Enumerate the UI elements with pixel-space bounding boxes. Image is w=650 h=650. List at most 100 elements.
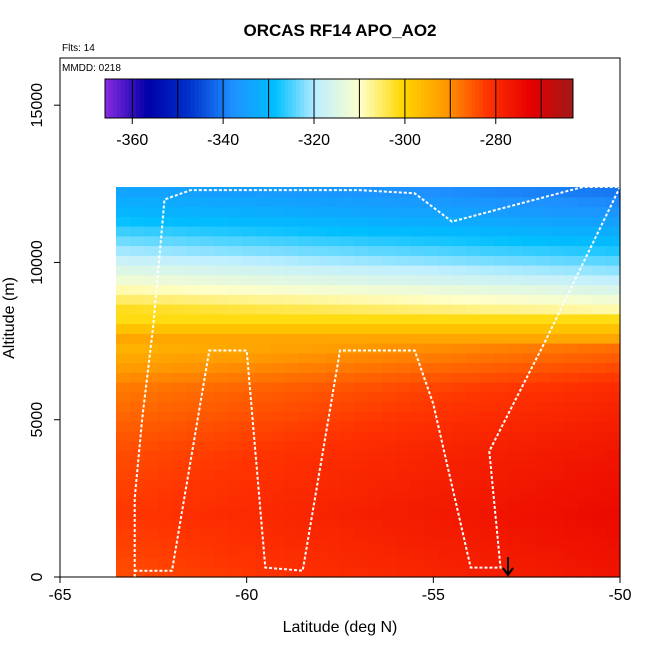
heatmap-cell [270,430,285,442]
heatmap-cell [452,469,467,481]
heatmap-cell [242,235,257,247]
heatmap-cell [382,440,397,451]
heatmap-cell [270,479,285,490]
colorbar-border [104,78,574,119]
heatmap-cell [312,401,327,412]
colorbar-segment [183,79,188,118]
heatmap-cell [130,430,145,442]
heatmap-cell [256,469,271,481]
heatmap-cell [550,508,565,520]
heatmap-cell [298,362,313,373]
heatmap-cell [186,294,201,305]
heatmap-cell [144,362,159,373]
heatmap-cell [438,216,453,227]
heatmap-cell [312,421,327,432]
colorbar-segment [167,79,172,118]
heatmap-cell [438,343,453,354]
heatmap-cell [494,391,509,403]
heatmap-cell [270,391,285,403]
heatmap-cell [228,411,243,422]
heatmap-cell [256,196,271,208]
heatmap-cell [536,430,551,442]
heatmap-cell [312,284,327,295]
heatmap-cell [144,206,159,217]
heatmap-cell [172,343,187,354]
heatmap-cell [256,323,271,334]
heatmap-cell [158,401,173,412]
heatmap-cell [382,245,397,256]
heatmap-cell [578,499,593,510]
colorbar-segment [541,79,547,118]
heatmap-cell [410,352,425,364]
heatmap-cell [214,518,229,529]
heatmap-cell [494,450,509,461]
heatmap-cell [186,450,201,461]
heatmap-cell [452,547,467,559]
heatmap-cell [466,518,481,529]
heatmap-cell [564,508,579,520]
heatmap-cell [522,352,537,364]
heatmap-cell [214,206,229,217]
heatmap-cell [466,245,481,256]
heatmap-cell [410,284,425,295]
heatmap-cell [158,508,173,520]
heatmap-cell [312,255,327,266]
heatmap-cell [606,518,621,529]
heatmap-cell [438,440,453,451]
heatmap-cell [452,518,467,529]
heatmap-cell [130,372,145,383]
heatmap-cell [382,352,397,364]
heatmap-cell [298,372,313,383]
heatmap-cell [354,372,369,383]
heatmap-cell [200,499,215,510]
heatmap-cell [438,265,453,276]
heatmap-cell [396,528,411,539]
heatmap-cell [368,469,383,481]
heatmap-cell [396,362,411,373]
heatmap-cell [116,391,131,403]
heatmap-cell [564,294,579,305]
heatmap-cell [144,411,159,422]
heatmap-cell [186,323,201,334]
heatmap-cell [144,460,159,471]
heatmap-cell [158,206,173,217]
heatmap-cell [452,274,467,286]
heatmap-cell [256,245,271,256]
heatmap-cell [312,538,327,549]
heatmap-cell [256,499,271,510]
heatmap-cell [186,479,201,490]
heatmap-cell [368,313,383,325]
heatmap-cell [368,528,383,539]
heatmap-cell [130,226,145,237]
heatmap-cell [508,469,523,481]
heatmap-cell [480,567,495,578]
heatmap-cell [424,196,439,208]
heatmap-cell [144,489,159,500]
heatmap-cell [466,401,481,412]
heatmap-cell [536,547,551,559]
heatmap-cell [466,333,481,344]
colorbar-segment [253,79,258,118]
colorbar-segment [296,79,301,118]
heatmap-cell [550,206,565,217]
heatmap-cell [382,196,397,208]
heatmap-cell [116,430,131,442]
heatmap-cell [578,372,593,383]
colorbar-segment [491,79,496,118]
heatmap-cell [396,216,411,227]
heatmap-cell [214,245,229,256]
heatmap-cell [550,479,565,490]
heatmap-cell [144,284,159,295]
heatmap-cell [438,547,453,559]
heatmap-cell [536,304,551,315]
heatmap-cell [480,411,495,422]
colorbar-segment [549,79,554,118]
heatmap-cell [368,440,383,451]
heatmap-cell [606,323,621,334]
heatmap-cell [158,333,173,344]
heatmap-cell [424,499,439,510]
heatmap-cell [340,421,355,432]
heatmap-cell [172,333,187,344]
heatmap-cell [172,274,187,286]
heatmap-cell [116,518,131,529]
